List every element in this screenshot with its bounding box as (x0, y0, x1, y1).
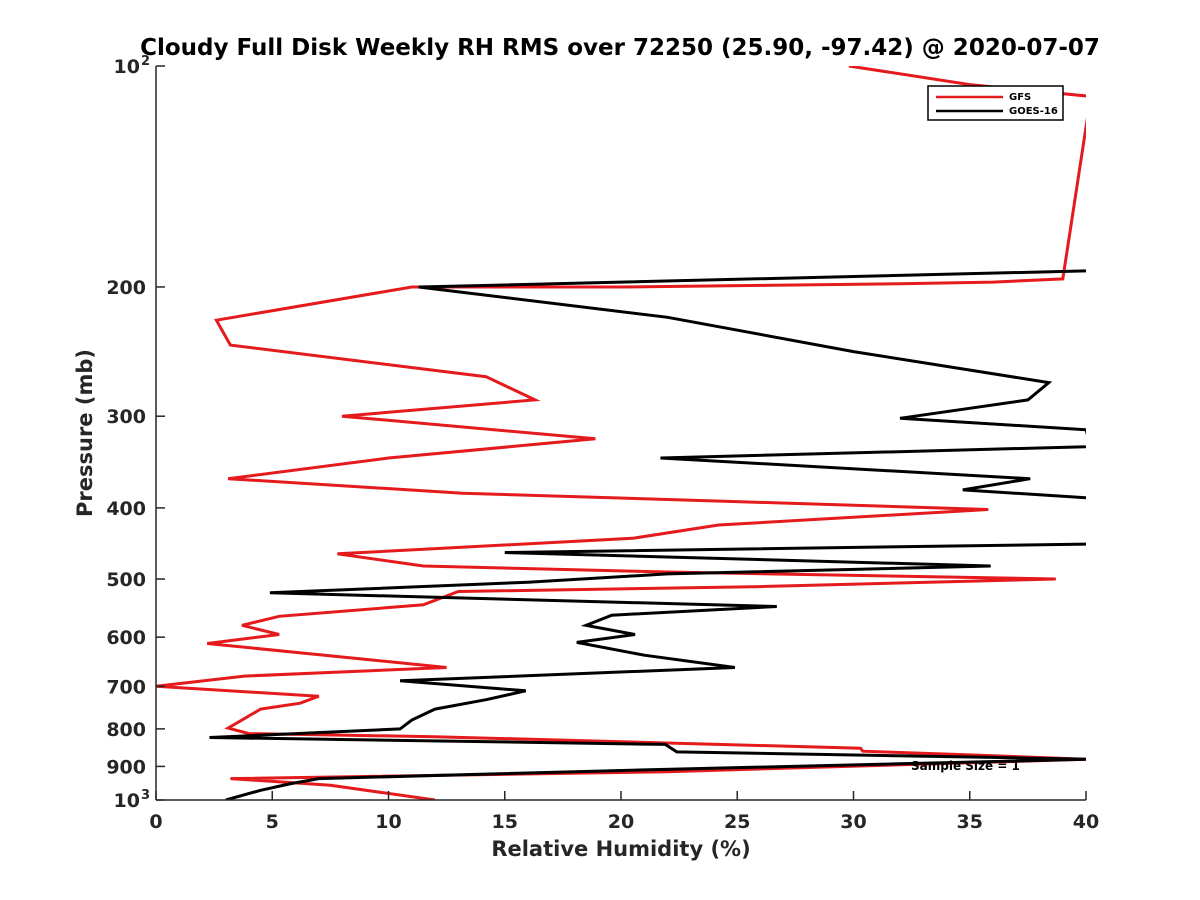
x-tick-label: 20 (608, 811, 634, 833)
y-tick-exponent: 2 (141, 54, 150, 69)
y-tick-label: 10 (114, 790, 140, 812)
y-tick-label: 500 (106, 569, 146, 591)
y-tick-label: 10 (114, 56, 140, 78)
legend: GFS GOES-16 (927, 85, 1064, 121)
x-tick-label: 0 (149, 811, 162, 833)
x-tick-label: 15 (492, 811, 518, 833)
chart-title: Cloudy Full Disk Weekly RH RMS over 7225… (140, 35, 1100, 61)
legend-label-goes-16: GOES-16 (1009, 106, 1058, 117)
legend-box (927, 85, 1064, 121)
x-ticks: 0 5 10 15 20 25 30 35 40 (149, 791, 1099, 833)
x-tick-label: 5 (266, 811, 279, 833)
x-tick-label: 10 (375, 811, 401, 833)
y-tick-label: 400 (106, 498, 146, 520)
y-axis-label: Pressure (mb) (73, 349, 97, 517)
x-tick-label: 35 (957, 811, 983, 833)
y-tick-label: 300 (106, 406, 146, 428)
series-group (156, 66, 1086, 800)
plot-area (156, 66, 1086, 800)
legend-label-gfs: GFS (1009, 92, 1031, 103)
series-line-gfs (156, 66, 1086, 800)
y-tick-exponent: 3 (141, 788, 150, 803)
y-tick-label: 900 (106, 756, 146, 778)
x-tick-label: 25 (724, 811, 750, 833)
y-tick-label: 800 (106, 719, 146, 741)
sample-size-annotation: Sample Size = 1 (911, 759, 1020, 773)
y-tick-label: 600 (106, 627, 146, 649)
x-axis-label: Relative Humidity (%) (491, 837, 750, 861)
x-tick-label: 40 (1073, 811, 1099, 833)
y-tick-label: 700 (106, 676, 146, 698)
x-tick-label: 30 (840, 811, 866, 833)
y-tick-label: 200 (106, 277, 146, 299)
series-line-goes-16 (209, 269, 1086, 800)
